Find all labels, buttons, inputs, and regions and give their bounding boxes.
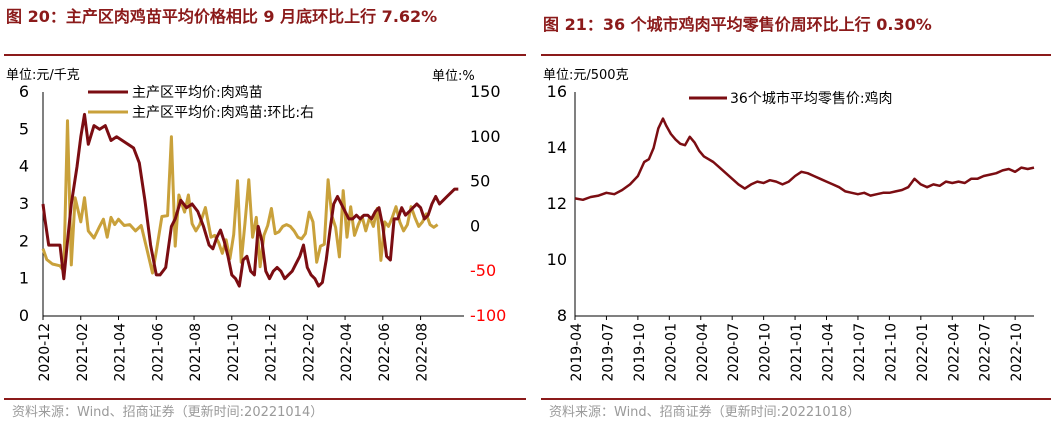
title-divider: [541, 54, 1051, 56]
y-tick-label-left: 4: [19, 157, 29, 176]
x-tick-label: 2022-04: [339, 323, 355, 382]
x-tick-label: 2021-12: [264, 323, 280, 382]
line-chart: 0 1 2 3 4 5 6 -100 -50 0 50 100 150 单位:元/千克 单位:% 2020-1…: [6, 68, 506, 382]
x-tick-label: 2021-01: [789, 323, 805, 382]
x-tick-label: 2022-02: [301, 323, 317, 382]
series-line: [41, 119, 439, 275]
x-tick-label: 2020-12: [37, 323, 53, 382]
series-line: [574, 117, 1035, 202]
y-tick-label-right: -50: [470, 261, 496, 280]
y-axis-unit: 单位:元/500克: [543, 68, 629, 83]
x-tick-label: 2019-07: [600, 323, 616, 382]
x-tick-label: 2021-07: [852, 323, 868, 382]
chart-panel-right: 图 21：36 个城市鸡肉平均零售价周环比上行 0.30% 8 10 12 14 16 单…: [537, 0, 1055, 424]
x-tick-label: 2020-07: [726, 323, 742, 382]
x-tick-label: 2020-01: [663, 323, 679, 382]
y-tick-label-left: 6: [19, 82, 29, 101]
chart-title: 图 20：主产区肉鸡苗平均价格相比 9 月底环比上行 7.62%: [6, 7, 438, 26]
x-tick-label: 2021-10: [883, 323, 899, 382]
series-line: [41, 112, 459, 288]
x-tick-label: 2022-08: [415, 323, 431, 382]
y-tick-label-right: -100: [470, 306, 506, 325]
x-tick-label: 2021-04: [821, 323, 837, 382]
y-axis-unit-left: 单位:元/千克: [6, 68, 80, 83]
x-tick-label: 2022-01: [915, 323, 931, 382]
footer-divider: [4, 398, 526, 400]
y-tick-label: 16: [547, 82, 567, 101]
x-tick-label: 2021-08: [188, 323, 204, 382]
x-tick-label: 2022-07: [978, 323, 994, 382]
chart-panel-left: 图 20：主产区肉鸡苗平均价格相比 9 月底环比上行 7.62% 0 1 2 3 4 5 6…: [4, 7, 526, 420]
source-note: 资料来源：Wind、招商证券（更新时间:20221014）: [12, 405, 324, 420]
y-tick-label-right: 50: [470, 172, 490, 191]
x-tick-label: 2019-04: [569, 323, 585, 382]
chart-title: 图 21：36 个城市鸡肉平均零售价周环比上行 0.30%: [543, 15, 932, 34]
y-tick-label: 8: [557, 306, 567, 325]
y-tick-label: 12: [547, 194, 567, 213]
y-tick-label-left: 0: [19, 306, 29, 325]
x-tick-label: 2022-04: [946, 323, 962, 382]
y-tick-label-left: 5: [19, 119, 29, 138]
x-tick-label: 2021-10: [226, 323, 242, 382]
y-tick-label: 10: [547, 250, 567, 269]
x-tick-label: 2022-06: [377, 323, 393, 382]
x-tick-label: 2019-10: [632, 323, 648, 382]
x-tick-label: 2020-10: [758, 323, 774, 382]
legend-label: 主产区平均价:肉鸡苗: [132, 84, 263, 101]
x-tick-label: 2021-06: [150, 323, 166, 382]
footer-divider: [541, 398, 1051, 400]
legend-label: 主产区平均价:肉鸡苗:环比:右: [132, 104, 314, 121]
y-tick-label-left: 3: [19, 194, 29, 213]
x-tick-label: 2022-10: [1009, 323, 1025, 382]
x-tick-label: 2021-04: [113, 323, 129, 382]
y-tick-label-right: 150: [470, 82, 501, 101]
y-tick-label-left: 1: [19, 269, 29, 288]
y-axis-unit-right: 单位:%: [432, 69, 475, 84]
x-tick-label: 2020-04: [695, 323, 711, 382]
title-divider: [4, 54, 526, 56]
legend-label: 36个城市平均零售价:鸡肉: [730, 90, 893, 107]
y-tick-label-right: 100: [470, 127, 501, 146]
source-note: 资料来源：Wind、招商证券（更新时间:20221018）: [549, 405, 861, 420]
y-tick-label-right: 0: [470, 216, 480, 235]
y-tick-label: 14: [547, 138, 567, 157]
y-tick-label-left: 2: [19, 231, 29, 250]
x-tick-label: 2021-02: [75, 323, 91, 382]
